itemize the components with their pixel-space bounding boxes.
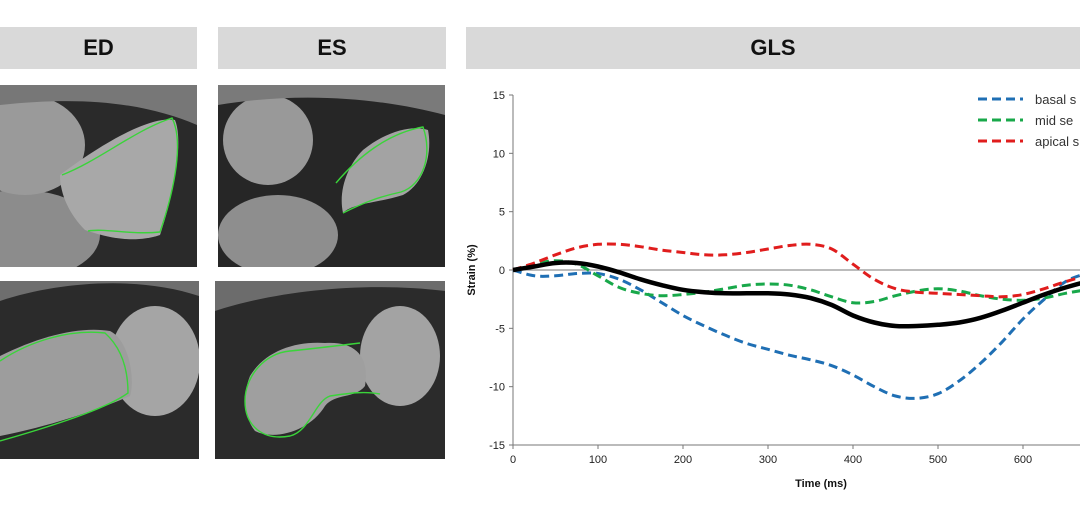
y-tick-label: 10 <box>493 148 505 160</box>
ed-top-contour <box>61 117 179 234</box>
gls-chart: 15 10 5 0 -5 -10 -15 0 100 200 300 400 500 600 Strain… <box>458 78 1080 521</box>
mri-ed-top-image <box>0 85 197 267</box>
legend-label-mid: mid se <box>1035 113 1073 128</box>
x-tick-label: 600 <box>1014 454 1032 466</box>
y-tick-label: 5 <box>499 207 505 219</box>
x-tick-label: 500 <box>929 454 947 466</box>
x-tick-label: 100 <box>589 454 607 466</box>
x-tick-label: 300 <box>759 454 777 466</box>
series-line-global <box>512 260 1080 329</box>
y-tick-label: -5 <box>495 323 505 335</box>
mri-ed-bottom-image <box>0 281 199 459</box>
x-tick-label: 200 <box>674 454 692 466</box>
y-tick-label: 0 <box>499 265 505 277</box>
y-tick-label: -10 <box>489 382 505 394</box>
y-axis-title: Strain (%) <box>466 244 478 296</box>
x-tick-label: 0 <box>510 454 516 466</box>
es-top-contour <box>335 126 428 214</box>
legend-label-basal: basal s <box>1035 92 1077 107</box>
ed-bottom-contour <box>0 331 129 442</box>
series-line-basal <box>512 268 1080 400</box>
y-tick-label: -15 <box>489 440 505 452</box>
mri-es-top-image <box>218 85 445 267</box>
legend-label-apical: apical s <box>1035 134 1080 149</box>
header-ed: ED <box>0 27 197 69</box>
x-tick-label: 400 <box>844 454 862 466</box>
legend: basal s mid se apical s <box>978 92 1080 149</box>
mri-es-bottom-image <box>215 281 445 459</box>
y-tick-label: 15 <box>493 90 505 102</box>
es-bottom-contour <box>244 342 381 438</box>
x-axis-title: Time (ms) <box>795 478 847 490</box>
header-es: ES <box>218 27 446 69</box>
series-line-mid <box>512 259 1080 305</box>
gls-chart-svg: 15 10 5 0 -5 -10 -15 0 100 200 300 400 500 600 Strain… <box>466 90 1080 490</box>
series-line-apical <box>512 242 1080 299</box>
header-gls: GLS <box>466 27 1080 69</box>
